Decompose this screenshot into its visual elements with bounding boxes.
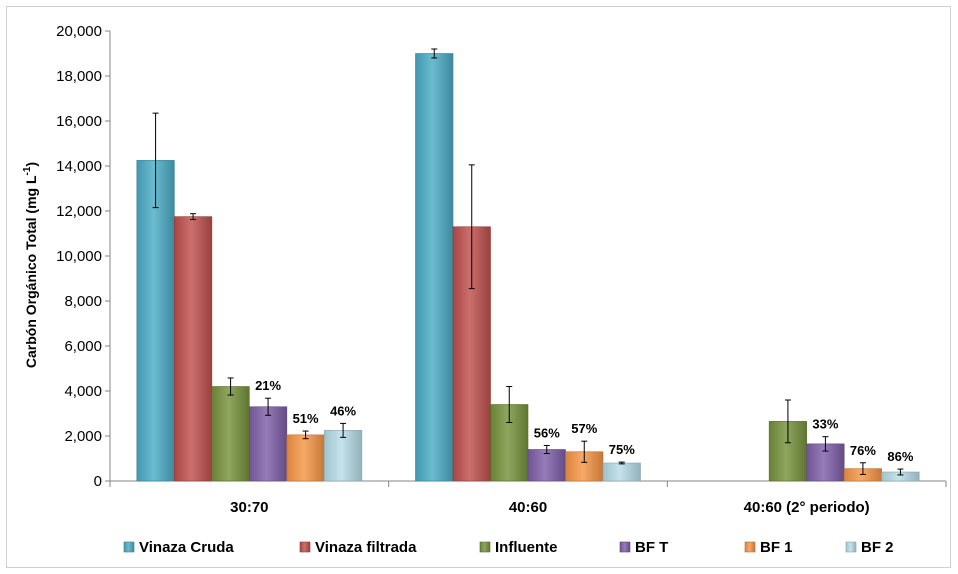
legend-swatch bbox=[619, 541, 631, 553]
x-tick-label: 40:60 bbox=[509, 499, 547, 516]
y-tick-label: 2,000 bbox=[64, 428, 102, 445]
x-tick-label: 40:60 (2° periodo) bbox=[744, 499, 870, 516]
bar bbox=[324, 430, 363, 482]
legend-label: Vinaza filtrada bbox=[315, 539, 417, 556]
legend-item: Vinaza filtrada bbox=[299, 539, 417, 556]
bar bbox=[415, 53, 454, 482]
legend-item: BF 2 bbox=[845, 539, 894, 556]
y-tick-label: 12,000 bbox=[56, 203, 102, 220]
legend-item: Influente bbox=[479, 539, 558, 556]
legend-item: Vinaza Cruda bbox=[123, 539, 234, 556]
y-tick-label: 14,000 bbox=[56, 158, 102, 175]
data-label: 21% bbox=[255, 378, 281, 393]
legend-label: Vinaza Cruda bbox=[139, 539, 234, 556]
legend-swatch bbox=[845, 541, 857, 553]
data-label: 56% bbox=[534, 425, 560, 440]
legend-label: BF 2 bbox=[861, 539, 894, 556]
legend-swatch bbox=[299, 541, 311, 553]
y-tick-label: 6,000 bbox=[64, 338, 102, 355]
bar bbox=[527, 449, 566, 482]
bar bbox=[211, 386, 250, 482]
bar bbox=[286, 434, 325, 482]
bar bbox=[136, 160, 175, 482]
legend-label: BF T bbox=[635, 539, 668, 556]
y-axis-title: Carbón Orgánico Total (mg L-1) bbox=[22, 162, 39, 368]
legend: Vinaza Cruda Vinaza filtrada Influente BF T… bbox=[123, 539, 894, 556]
y-tick-label: 16,000 bbox=[56, 113, 102, 130]
legend-item: BF 1 bbox=[744, 539, 793, 556]
data-label: 33% bbox=[812, 417, 838, 432]
legend-swatch bbox=[479, 541, 491, 553]
y-tick-label: 4,000 bbox=[64, 383, 102, 400]
data-label: 57% bbox=[571, 421, 597, 436]
data-label: 46% bbox=[330, 403, 356, 418]
y-tick-label: 8,000 bbox=[64, 293, 102, 310]
y-tick-label: 10,000 bbox=[56, 248, 102, 265]
y-tick-label: 0 bbox=[94, 473, 102, 490]
data-label: 76% bbox=[850, 443, 876, 458]
x-tick-label: 30:70 bbox=[230, 499, 268, 516]
data-label: 86% bbox=[887, 449, 913, 464]
legend-label: Influente bbox=[495, 539, 558, 556]
bar bbox=[249, 406, 288, 482]
legend-swatch bbox=[744, 541, 756, 553]
bar bbox=[602, 462, 641, 482]
data-label: 51% bbox=[293, 411, 319, 426]
data-label: 75% bbox=[609, 442, 635, 457]
y-tick-label: 18,000 bbox=[56, 68, 102, 85]
legend-label: BF 1 bbox=[760, 539, 793, 556]
legend-item: BF T bbox=[619, 539, 668, 556]
legend-swatch bbox=[123, 541, 135, 553]
y-tick-label: 20,000 bbox=[56, 23, 102, 40]
bar bbox=[174, 216, 213, 482]
